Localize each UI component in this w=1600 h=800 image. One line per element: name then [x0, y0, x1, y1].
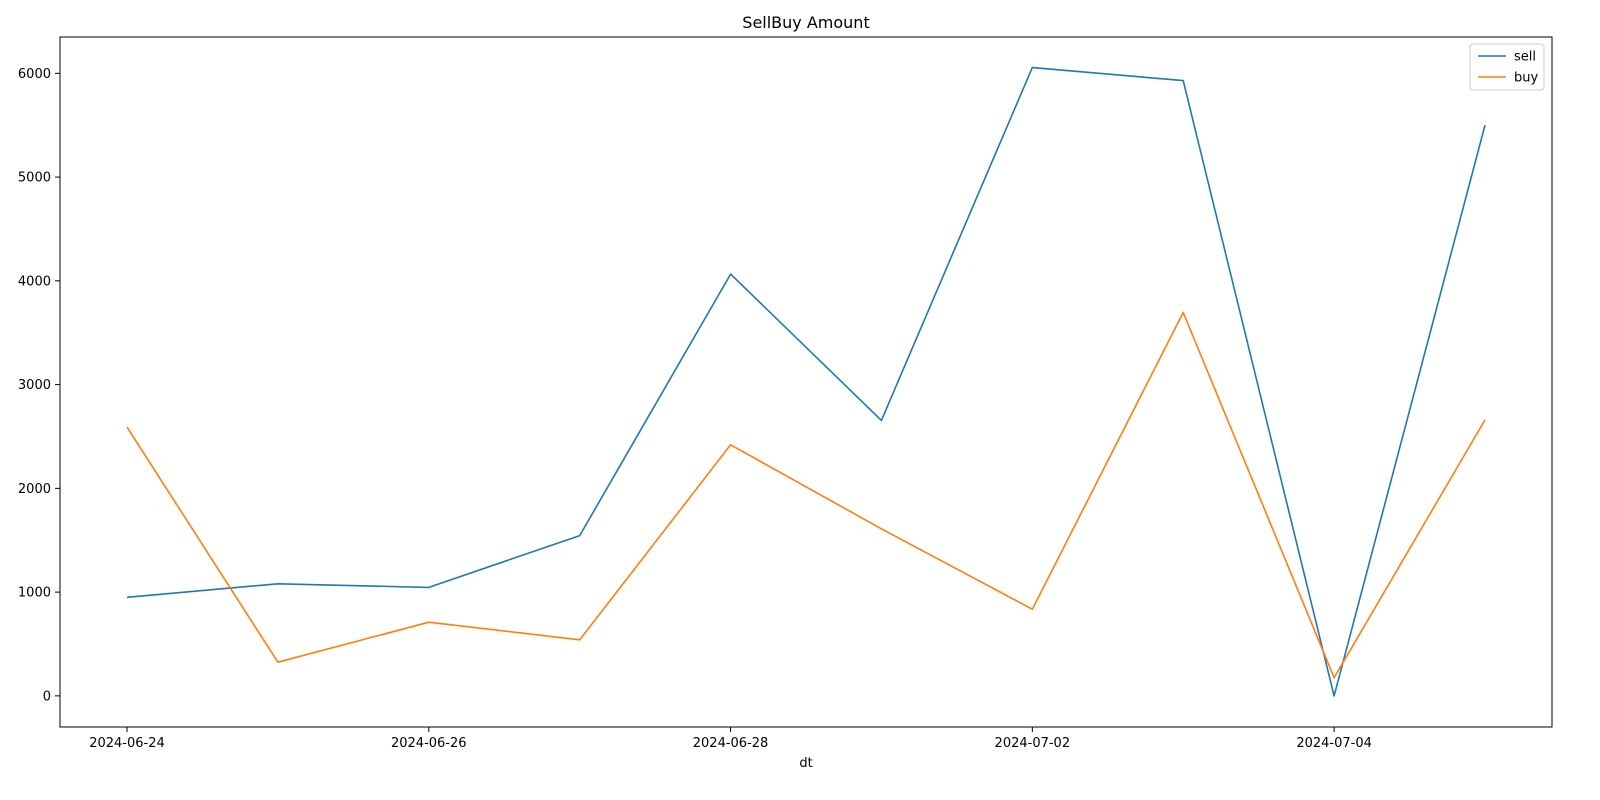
y-tick-label: 1000: [18, 586, 51, 601]
x-axis: 2024-06-24 2024-06-26 2024-06-28 2024-07-02…: [89, 727, 1372, 751]
x-tick-label: 2024-06-28: [693, 736, 769, 751]
y-tick-label: 0: [43, 689, 51, 704]
y-axis: 0 1000 2000 3000 4000 5000 6000: [18, 67, 60, 704]
y-tick-label: 6000: [18, 67, 51, 82]
chart-title: SellBuy Amount: [742, 13, 869, 32]
series-line-buy: [126, 311, 1486, 679]
series-line-sell: [126, 66, 1486, 697]
series-lines: [126, 66, 1486, 697]
x-tick-label: 2024-06-26: [391, 736, 467, 751]
x-tick-label: 2024-07-04: [1296, 736, 1372, 751]
x-axis-label: dt: [799, 756, 812, 771]
y-tick-label: 3000: [18, 378, 51, 393]
y-tick-label: 5000: [18, 171, 51, 186]
x-tick-label: 2024-07-02: [995, 736, 1071, 751]
legend-label-buy: buy: [1514, 71, 1538, 86]
legend: sell buy: [1469, 43, 1545, 91]
legend-label-sell: sell: [1514, 50, 1536, 65]
plot-frame: [59, 36, 1553, 728]
y-tick-label: 2000: [18, 482, 51, 497]
x-tick-label: 2024-06-24: [89, 736, 165, 751]
plot-area: [59, 36, 1553, 728]
y-tick-label: 4000: [18, 274, 51, 289]
